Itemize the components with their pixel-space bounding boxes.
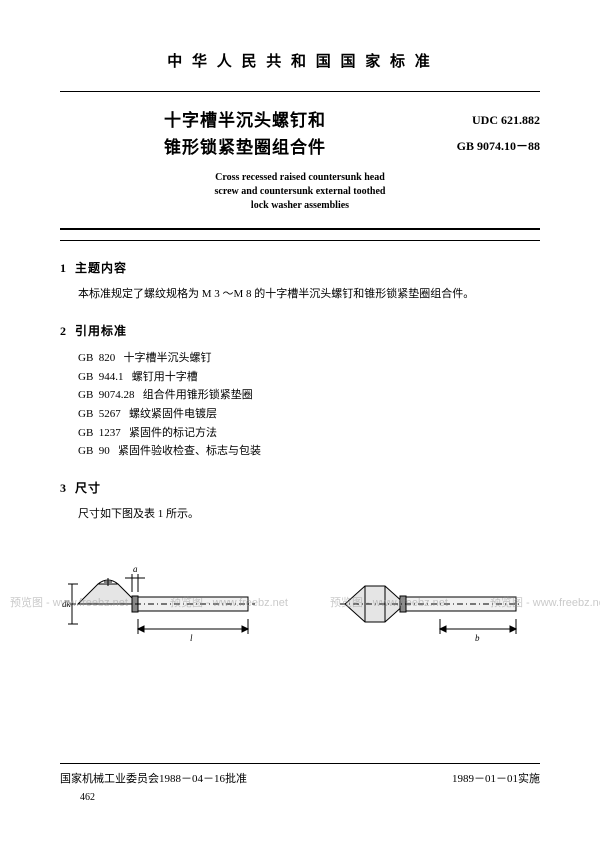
title-cn-line1: 十字槽半沉头螺钉和 [60,107,430,134]
section-title: 尺寸 [75,481,101,495]
technical-diagram: a dk l [60,534,540,664]
org-header: 中 华 人 民 共 和 国 国 家 标 准 [60,50,540,71]
section-1-body: 本标准规定了螺纹规格为 M 3 ～M 8 的十字槽半沉头螺钉和锥形锁紧垫圈组合件… [78,286,540,304]
footer-line: 国家机械工业委员会1988－04－16批准 1989－01－01实施 [60,763,540,786]
section-1-header: 1 主题内容 [60,259,540,276]
page-number: 462 [80,792,540,803]
section-num: 1 [60,261,67,275]
screw-diagram-svg: a dk l [60,534,540,664]
approval-text: 国家机械工业委员会1988－04－16批准 [60,770,247,786]
ref-item: GB 9074.28 组合件用锥形锁紧垫圈 [78,386,540,405]
implementation-text: 1989－01－01实施 [452,770,540,786]
standard-codes: UDC 621.882 GB 9074.10－88 [430,107,540,160]
section-title: 引用标准 [75,324,127,338]
section-3-header: 3 尺寸 [60,479,540,496]
section-2-header: 2 引用标准 [60,322,540,339]
divider [60,91,540,92]
ref-item: GB 5267 螺纹紧固件电镀层 [78,405,540,424]
divider-thick [60,228,540,230]
divider [60,240,540,241]
ref-item: GB 90 紧固件验收检查、标志与包装 [78,442,540,461]
section-3-body: 尺寸如下图及表 1 所示。 [78,506,540,524]
title-english: Cross recessed raised countersunk head s… [60,171,540,213]
svg-text:a: a [133,564,138,574]
gb-code: GB 9074.10－88 [430,133,540,159]
title-block: 十字槽半沉头螺钉和 锥形锁紧垫圈组合件 UDC 621.882 GB 9074.… [60,107,540,161]
title-en-line3: lock washer assemblies [60,199,540,213]
svg-text:b: b [475,633,480,643]
watermark-text: 预览图 - www.freebz.net [10,594,128,610]
title-en-line2: screw and countersunk external toothed [60,185,540,199]
ref-item: GB 820 十字槽半沉头螺钉 [78,349,540,368]
udc-code: UDC 621.882 [430,107,540,133]
document-page: 中 华 人 民 共 和 国 国 家 标 准 十字槽半沉头螺钉和 锥形锁紧垫圈组合… [0,0,600,843]
title-cn-line2: 锥形锁紧垫圈组合件 [60,134,430,161]
ref-item: GB 944.1 螺钉用十字槽 [78,368,540,387]
section-title: 主题内容 [75,261,127,275]
section-num: 3 [60,481,67,495]
reference-list: GB 820 十字槽半沉头螺钉 GB 944.1 螺钉用十字槽 GB 9074.… [78,349,540,461]
watermark-text: 预览图 - www.freebz.net [170,594,288,610]
svg-text:l: l [190,633,193,643]
section-num: 2 [60,324,67,338]
title-en-line1: Cross recessed raised countersunk head [60,171,540,185]
ref-item: GB 1237 紧固件的标记方法 [78,424,540,443]
title-chinese: 十字槽半沉头螺钉和 锥形锁紧垫圈组合件 [60,107,430,161]
page-footer: 国家机械工业委员会1988－04－16批准 1989－01－01实施 462 [60,763,540,803]
watermark-text: 预览图 - www.freebz.net [330,594,448,610]
watermark-text: 预览图 - www.freebz.net [490,594,600,610]
